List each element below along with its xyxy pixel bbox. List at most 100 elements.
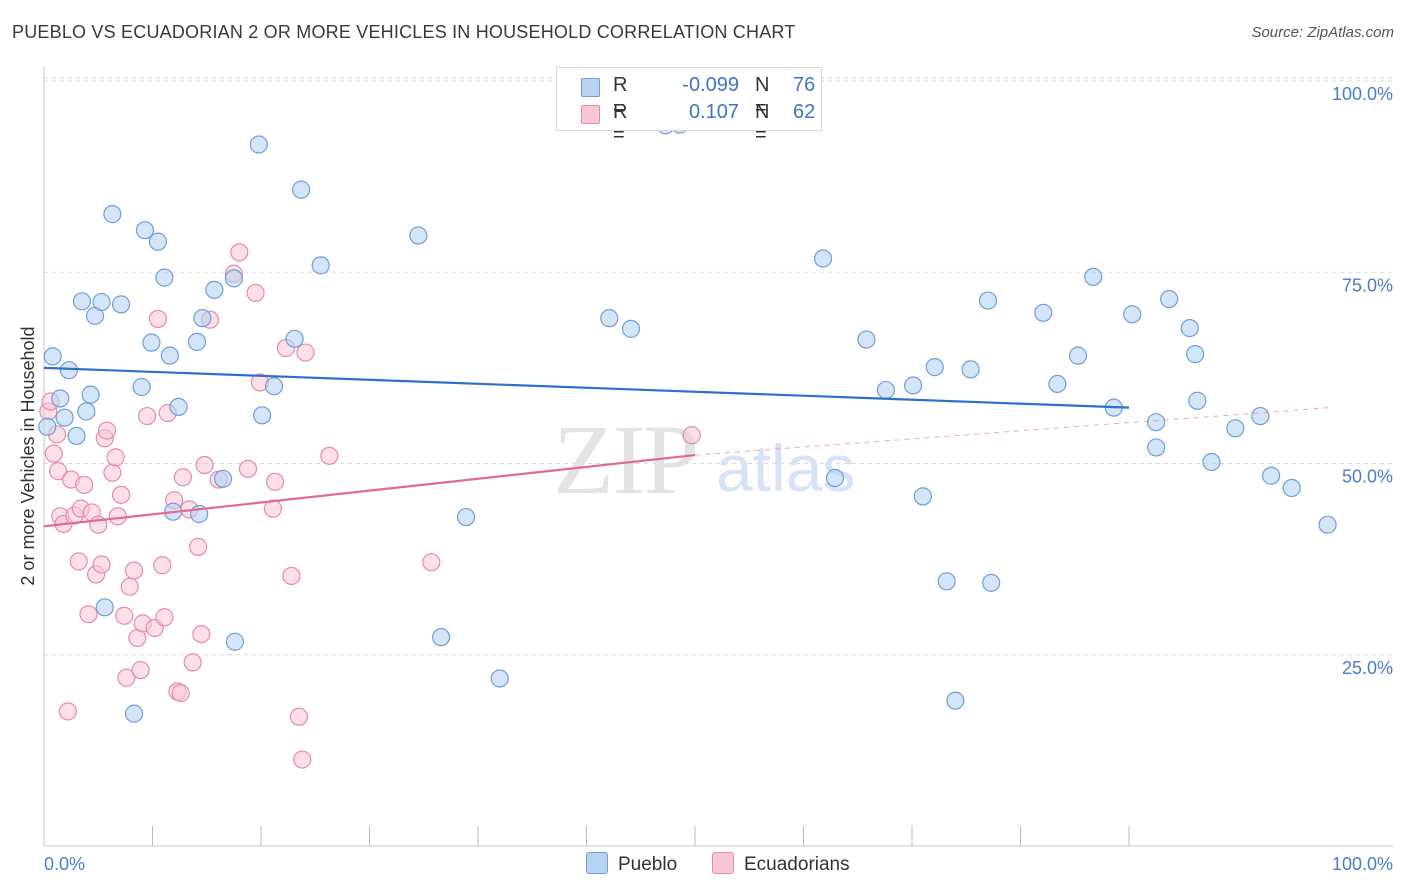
pueblo-point (92, 292, 111, 312)
pueblo-point (1202, 452, 1221, 472)
pueblo-point (193, 309, 212, 328)
pueblo-point (1123, 305, 1142, 324)
pueblo-point (169, 397, 188, 416)
axes (43, 66, 1393, 847)
ecuadorians-point (108, 507, 127, 526)
pueblo-point (982, 573, 1001, 592)
ecuadorians-point (238, 459, 258, 478)
pueblo-point (1188, 391, 1207, 410)
r-value: -0.099 (682, 74, 739, 96)
pueblo-point (456, 507, 476, 527)
pueblo-point (224, 269, 243, 288)
pueblo-point (67, 426, 86, 446)
ecuadorians-point (44, 444, 63, 463)
stats-legend: R = -0.099 N = 76 R = 0.107 N = 62 (556, 67, 822, 146)
pueblo-point (600, 309, 619, 328)
pueblo-point (1147, 413, 1166, 432)
pueblo-point (1034, 303, 1053, 322)
pueblo-point (978, 291, 998, 310)
pueblo-point (187, 332, 207, 351)
ecuadorians-point (137, 406, 157, 426)
pueblo-point (205, 280, 224, 299)
ecuadorians-point (183, 653, 202, 672)
watermark-zip: ZIP (553, 404, 697, 515)
pueblo-point (432, 628, 451, 647)
r-value: 0.107 (688, 101, 739, 123)
ecuadorians-point (153, 556, 172, 575)
r-label: R = (613, 101, 628, 146)
ecuadorians-trend-line (43, 453, 696, 528)
x-tick-label-min: 0.0% (44, 854, 85, 874)
source-credit: Source: ZipAtlas.com (1251, 24, 1394, 41)
n-value: 76 (793, 74, 816, 96)
n-label: N = (755, 101, 770, 146)
ecuadorians-point (192, 624, 211, 644)
ecuadorians-point (120, 577, 139, 596)
pueblo-swatch (581, 78, 600, 97)
pueblo-point (51, 389, 70, 408)
legend-item-ecuadorians[interactable]: Ecuadorians (712, 852, 850, 876)
pueblo-point (111, 295, 131, 314)
pueblo-point (1147, 438, 1166, 457)
ecuadorians-point (69, 552, 88, 571)
pueblo-point (43, 347, 62, 366)
ecuadorians-point (320, 446, 339, 465)
r-label: R = (613, 74, 628, 119)
pueblo-point (95, 598, 114, 617)
x-tick-label-max: 100.0% (1332, 854, 1393, 874)
ecuadorians-point (422, 553, 441, 572)
pueblo-point (1226, 419, 1245, 438)
ecuadorians-points (39, 243, 701, 769)
ecuadorians-point (115, 606, 134, 625)
pueblo-legend-swatch (586, 852, 608, 874)
legend-item-pueblo[interactable]: Pueblo (586, 852, 677, 876)
chart-title: PUEBLO VS ECUADORIAN 2 OR MORE VEHICLES … (12, 22, 796, 42)
y-tick-label: 100.0% (1332, 84, 1393, 104)
pueblo-points (38, 69, 1337, 723)
ecuadorians-point (155, 608, 174, 627)
pueblo-point (621, 319, 641, 338)
ecuadorians-point (289, 707, 309, 726)
ecuadorians-point (171, 683, 190, 703)
pueblo-point (59, 361, 79, 380)
ecuadorians-point (49, 462, 68, 481)
ecuadorians-point (293, 750, 312, 769)
pueblo-point (1068, 346, 1088, 365)
x-ticks (152, 826, 1130, 846)
pueblo-point (103, 205, 122, 224)
ecuadorians-point (266, 472, 285, 491)
pueblo-point (135, 221, 155, 240)
y-axis-label: 2 or more Vehicles in Household (18, 326, 38, 585)
pueblo-point (38, 417, 57, 436)
pueblo-point (249, 135, 268, 154)
y-tick-label: 50.0% (1342, 467, 1393, 487)
pueblo-point (132, 377, 151, 397)
ecuadorians-point (92, 555, 111, 574)
pueblo-point (813, 249, 833, 268)
ecuadorians-point (230, 243, 249, 262)
pueblo-point (937, 572, 956, 591)
ecuadorians-point (188, 537, 208, 556)
watermark: ZIP atlas (553, 404, 855, 515)
pueblo-point (55, 408, 74, 427)
pueblo-point (925, 358, 944, 377)
pueblo-point (409, 226, 428, 245)
ecuadorians-point (148, 309, 168, 329)
ecuadorians-point (195, 455, 214, 475)
n-value: 62 (793, 101, 816, 123)
gridlines (44, 77, 1393, 656)
ecuadorians-point (111, 485, 131, 504)
ecuadorians-point (106, 448, 125, 467)
pueblo-point (1048, 374, 1067, 394)
ecuadorians-point (296, 343, 315, 362)
pueblo-point (160, 346, 179, 365)
ecuadorians-point (282, 566, 301, 586)
pueblo-point (264, 377, 284, 396)
pueblo-point (857, 330, 876, 349)
pueblo-point (825, 468, 845, 488)
pueblo-point (1251, 406, 1270, 426)
ecuadorians-legend-label: Ecuadorians (744, 854, 850, 875)
ecuadorians-point (246, 283, 265, 303)
trend-lines (43, 366, 1331, 528)
